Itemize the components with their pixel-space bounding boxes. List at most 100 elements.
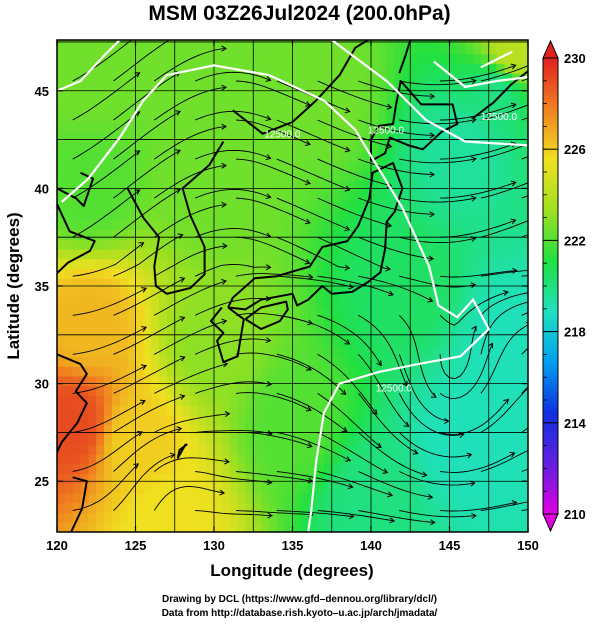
field-cell <box>323 170 333 182</box>
field-cell <box>520 327 528 338</box>
streamline-arrow <box>382 468 389 474</box>
streamline-arrow <box>265 264 272 271</box>
field-cell <box>221 463 231 475</box>
field-cell <box>88 395 97 406</box>
streamline <box>235 197 311 224</box>
field-cell <box>488 219 498 230</box>
field-cell <box>214 170 223 182</box>
field-cell <box>520 229 528 240</box>
field-cell <box>88 73 97 84</box>
field-cell <box>245 307 254 318</box>
field-cell <box>496 102 506 113</box>
x-tick-label: 145 <box>439 538 461 553</box>
field-cell <box>276 307 286 318</box>
field-cell <box>433 112 443 123</box>
field-cell <box>127 444 137 455</box>
field-cell <box>292 190 301 201</box>
field-cell <box>347 405 356 416</box>
field-cell <box>323 327 333 338</box>
field-cell <box>111 434 121 445</box>
field-cell <box>292 170 301 182</box>
coastline-segment <box>227 162 404 311</box>
field-cell <box>323 190 333 201</box>
field-cell <box>253 414 262 426</box>
field-cell <box>111 209 121 221</box>
field-cell <box>214 453 223 465</box>
field-cell <box>480 463 490 475</box>
field-cell <box>520 453 528 465</box>
field-cell <box>190 190 199 201</box>
field-cell <box>449 92 458 104</box>
field-cell <box>127 131 137 143</box>
field-cell <box>300 434 309 445</box>
field-cell <box>441 366 451 377</box>
field-cell <box>402 73 411 84</box>
field-cell <box>512 43 521 55</box>
field-cell <box>229 180 239 191</box>
field-cell <box>308 53 317 65</box>
field-cell <box>245 190 254 201</box>
field-cell <box>371 92 380 104</box>
field-cell <box>339 327 349 338</box>
field-cell <box>331 43 341 55</box>
field-cell <box>237 405 246 416</box>
field-cell <box>206 366 215 377</box>
field-cell <box>268 463 278 475</box>
field-cell <box>504 385 513 396</box>
field-cell <box>268 161 278 172</box>
field-cell <box>229 492 239 504</box>
field-cell <box>253 141 262 152</box>
field-cell <box>378 229 388 240</box>
field-cell <box>480 473 490 484</box>
field-cell <box>300 102 309 113</box>
field-cell <box>520 248 528 260</box>
field-cell <box>221 92 231 104</box>
field-cell <box>174 92 184 104</box>
field-cell <box>473 258 482 270</box>
field-cell <box>347 385 356 396</box>
field-cell <box>284 317 294 328</box>
field-cell <box>488 297 498 309</box>
field-cell <box>386 82 396 94</box>
field-cell <box>80 375 89 387</box>
field-cell <box>418 385 427 396</box>
field-cell <box>284 200 294 211</box>
field-cell <box>425 209 435 221</box>
field-cell <box>425 444 435 455</box>
field-cell <box>394 502 403 514</box>
field-cell <box>441 327 451 338</box>
field-cell <box>410 287 419 299</box>
field-cell <box>394 327 403 338</box>
field-cell <box>347 258 356 270</box>
field-cell <box>143 239 152 250</box>
field-cell <box>57 366 66 377</box>
field-cell <box>520 141 528 152</box>
field-cell <box>433 268 443 279</box>
field-cell <box>268 180 278 191</box>
field-cell <box>268 385 278 396</box>
field-cell <box>433 53 443 65</box>
field-cell <box>221 161 231 172</box>
streamline-arrow <box>429 132 436 139</box>
field-cell <box>111 268 121 279</box>
field-cell <box>135 161 144 172</box>
field-cell <box>308 463 317 475</box>
field-cell <box>104 73 113 84</box>
field-cell <box>363 424 372 435</box>
field-cell <box>473 53 482 65</box>
field-cell <box>394 346 403 357</box>
field-cell <box>80 170 89 182</box>
streamline <box>113 111 181 160</box>
field-cell <box>174 297 184 309</box>
field-cell <box>284 424 294 435</box>
field-cell <box>480 444 490 455</box>
field-cell <box>355 200 364 211</box>
field-cell <box>394 43 403 55</box>
field-cell <box>253 434 262 445</box>
field-cell <box>496 287 506 299</box>
streamline <box>317 431 388 474</box>
field-cell <box>292 180 301 191</box>
field-cell <box>433 346 443 357</box>
field-cell <box>457 414 466 426</box>
field-cell <box>386 473 396 484</box>
